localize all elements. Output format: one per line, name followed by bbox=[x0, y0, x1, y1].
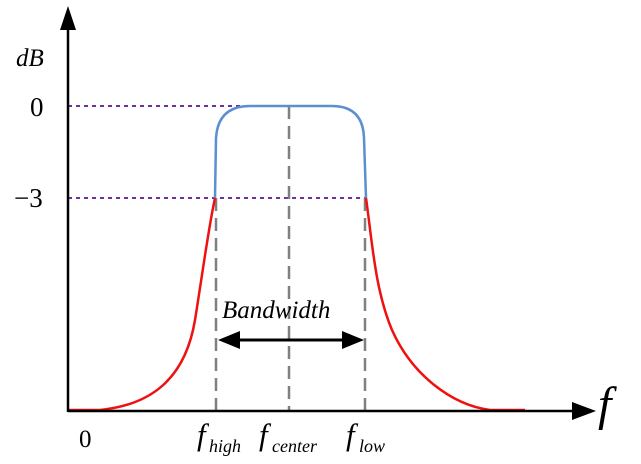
f-low-label: f low bbox=[346, 417, 385, 456]
f-center-label-subscript: center bbox=[272, 436, 318, 456]
y-axis-label: dB bbox=[16, 45, 44, 72]
passband-curve bbox=[213, 104, 368, 199]
f-low-label-base: f bbox=[346, 417, 359, 452]
f-high-label-subscript: high bbox=[209, 436, 241, 456]
y-tick-label-minus3db: −3 bbox=[14, 183, 43, 213]
y-axis-arrowhead bbox=[60, 6, 76, 30]
upper-rolloff-curve bbox=[364, 197, 525, 412]
f-center-label-base: f bbox=[259, 417, 272, 452]
lower-rolloff-curve bbox=[68, 197, 217, 412]
f-low-label-subscript: low bbox=[359, 436, 385, 456]
x-axis-arrowhead bbox=[572, 402, 596, 420]
f-high-label: f high bbox=[197, 417, 241, 456]
bandwidth-arrowhead-right bbox=[342, 331, 364, 349]
bandwidth-label: Bandwidth bbox=[222, 297, 330, 324]
bandwidth-arrowhead-left bbox=[218, 331, 240, 349]
x-origin-label: 0 bbox=[79, 426, 92, 453]
y-tick-label-0db: 0 bbox=[30, 92, 44, 122]
x-axis-label: f bbox=[598, 378, 617, 431]
f-center-label: f center bbox=[259, 417, 318, 456]
